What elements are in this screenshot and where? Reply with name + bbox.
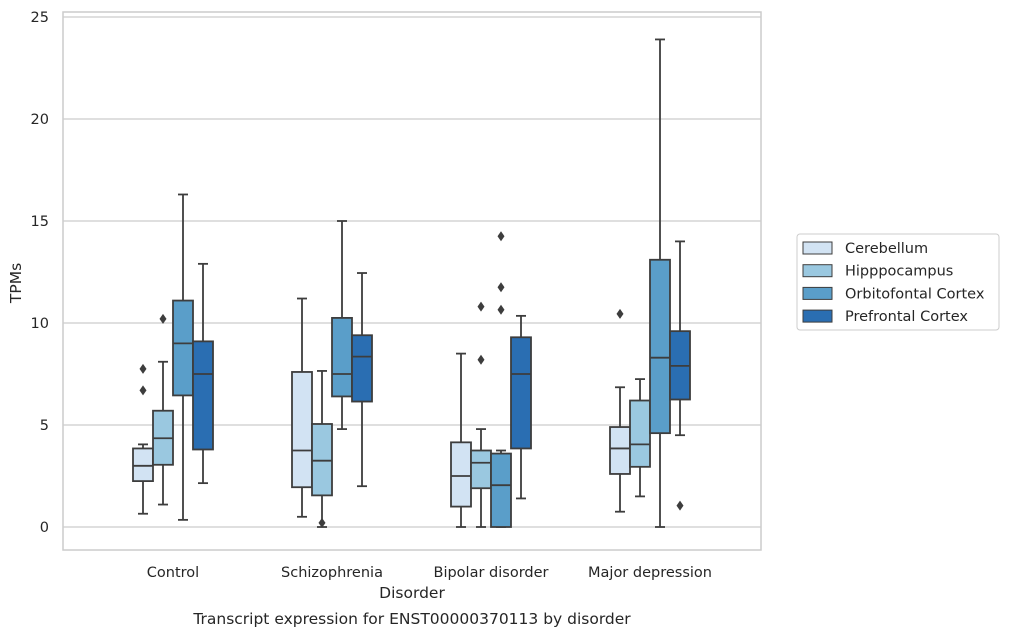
- boxplot: [470, 301, 492, 528]
- box: [291, 371, 313, 489]
- outlier-point: [159, 313, 167, 324]
- y-tick-label: 10: [31, 316, 49, 332]
- box: [510, 336, 532, 450]
- y-tick-label: 20: [31, 112, 49, 128]
- x-tick-label: Bipolar disorder: [434, 565, 549, 581]
- box: [609, 426, 631, 475]
- y-tick-labels: 0 5 10 15 20 25: [31, 10, 49, 536]
- boxplot: [629, 378, 651, 498]
- y-axis-label: TPMs: [7, 263, 25, 304]
- x-tick-label: Schizophrenia: [281, 565, 383, 581]
- legend-label: Prefrontal Cortex: [845, 309, 968, 325]
- x-axis-label: Disorder: [379, 584, 445, 602]
- x-tick-label: Major depression: [588, 565, 712, 581]
- x-tick-labels: Control Schizophrenia Bipolar disorder Majo…: [147, 565, 712, 581]
- y-tick-label: 5: [40, 418, 49, 434]
- outlier-point: [318, 517, 326, 528]
- y-tick-label: 25: [31, 10, 49, 26]
- legend-swatch: [802, 241, 833, 255]
- boxplot: [510, 314, 532, 500]
- box: [490, 452, 512, 528]
- outlier-point: [139, 385, 147, 396]
- outlier-point: [139, 363, 147, 374]
- x-tick-label: Control: [147, 565, 199, 581]
- outlier-point: [477, 354, 485, 365]
- boxplot: [669, 240, 691, 511]
- boxplot: [450, 352, 472, 528]
- legend-label: Cerebellum: [845, 241, 928, 257]
- outlier-point: [477, 301, 485, 312]
- box: [470, 449, 492, 490]
- legend-label: Hipppocampus: [845, 264, 953, 280]
- boxplot: [132, 363, 154, 515]
- box: [450, 441, 472, 508]
- boxplot: [311, 370, 333, 528]
- outlier-point: [497, 282, 505, 293]
- box: [629, 399, 651, 468]
- outlier-point: [497, 231, 505, 242]
- legend-swatch: [802, 286, 833, 300]
- boxplot: [192, 262, 214, 485]
- box: [351, 334, 373, 403]
- box: [331, 316, 353, 398]
- legend-label: Orbitofontal Cortex: [845, 286, 985, 302]
- boxplot: [331, 220, 353, 430]
- box: [311, 423, 333, 497]
- box: [172, 299, 194, 397]
- outlier-point: [616, 308, 624, 319]
- legend-swatch: [802, 264, 833, 278]
- boxplot: [490, 231, 512, 528]
- legend: Cerebellum Hipppocampus Orbitofontal Corte…: [796, 233, 1000, 331]
- y-tick-label: 15: [31, 214, 49, 230]
- box: [649, 258, 671, 435]
- outlier-point: [676, 500, 684, 511]
- y-tick-label: 0: [40, 520, 49, 536]
- legend-swatch: [802, 309, 833, 323]
- boxplot: [152, 313, 174, 506]
- outlier-point: [497, 304, 505, 315]
- boxplot: [351, 272, 373, 488]
- plot-frame: [62, 11, 762, 551]
- box: [192, 340, 214, 451]
- boxplot: [649, 38, 671, 528]
- boxplots: [132, 38, 691, 528]
- chart-caption: Transcript expression for ENST0000037011…: [192, 610, 631, 628]
- box: [132, 447, 154, 482]
- legend-frame: [796, 233, 1000, 331]
- boxplot: [609, 308, 631, 513]
